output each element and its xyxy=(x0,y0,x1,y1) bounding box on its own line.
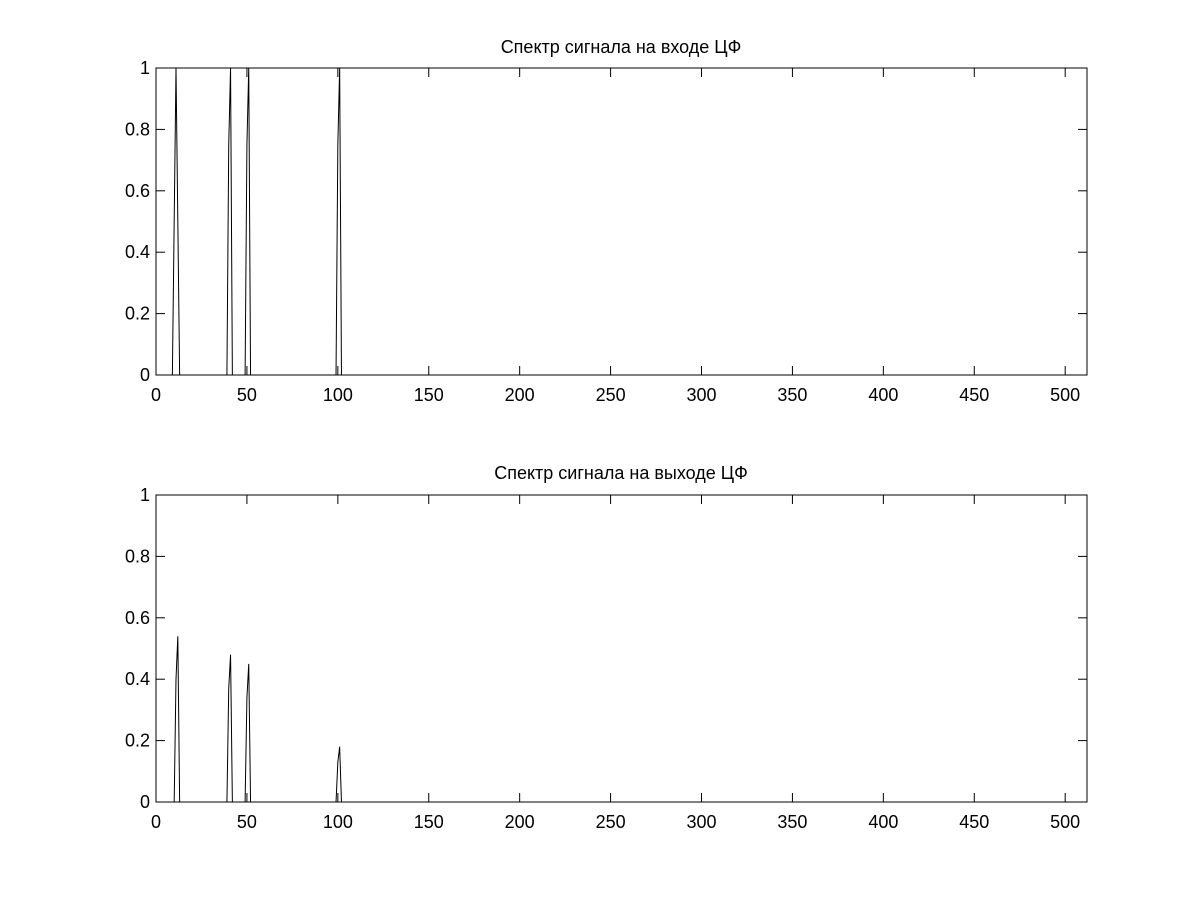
x-tick-label: 150 xyxy=(414,812,444,832)
y-tick-label: 0.4 xyxy=(125,242,150,262)
x-tick-label: 300 xyxy=(686,385,716,405)
plot-frame xyxy=(155,67,1088,376)
axes-input-spectrum: Спектр сигнала на входе ЦФ 0 50 100 150 200 2… xyxy=(125,37,1088,405)
y-tick-label: 0.8 xyxy=(125,119,150,139)
x-tick-label: 400 xyxy=(868,812,898,832)
y-tick-label: 0.4 xyxy=(125,669,150,689)
x-tick-label: 450 xyxy=(959,385,989,405)
x-tick-label: 200 xyxy=(505,385,535,405)
plot-frame xyxy=(155,494,1088,803)
x-tick-label: 350 xyxy=(777,385,807,405)
x-tick-label: 300 xyxy=(686,812,716,832)
y-tick-label: 1 xyxy=(140,58,150,78)
y-tick-label: 0.6 xyxy=(125,608,150,628)
x-tick-label: 50 xyxy=(237,812,257,832)
x-tick-label: 200 xyxy=(505,812,535,832)
x-tick-label: 100 xyxy=(323,385,353,405)
y-tick-label: 0.6 xyxy=(125,181,150,201)
chart-title: Спектр сигнала на входе ЦФ xyxy=(501,37,742,57)
chart-title: Спектр сигнала на выходе ЦФ xyxy=(494,463,748,483)
x-tick-label: 400 xyxy=(868,385,898,405)
y-tick-label: 1 xyxy=(140,485,150,505)
x-tick-label: 500 xyxy=(1050,385,1080,405)
y-tick-label: 0 xyxy=(140,792,150,812)
x-tick-label: 50 xyxy=(237,385,257,405)
y-tick-label: 0.2 xyxy=(125,304,150,324)
x-tick-label: 500 xyxy=(1050,812,1080,832)
x-tick-label: 250 xyxy=(596,812,626,832)
x-tick-label: 350 xyxy=(777,812,807,832)
x-tick-label: 100 xyxy=(323,812,353,832)
x-tick-label: 250 xyxy=(596,385,626,405)
x-tick-label: 0 xyxy=(151,812,161,832)
x-tick-label: 0 xyxy=(151,385,161,405)
x-tick-label: 450 xyxy=(959,812,989,832)
x-tick-label: 150 xyxy=(414,385,444,405)
y-tick-label: 0.8 xyxy=(125,546,150,566)
axes-output-spectrum: Спектр сигнала на выходе ЦФ 0 50 100 150 200… xyxy=(125,463,1088,832)
y-tick-label: 0.2 xyxy=(125,731,150,751)
y-tick-label: 0 xyxy=(140,365,150,385)
